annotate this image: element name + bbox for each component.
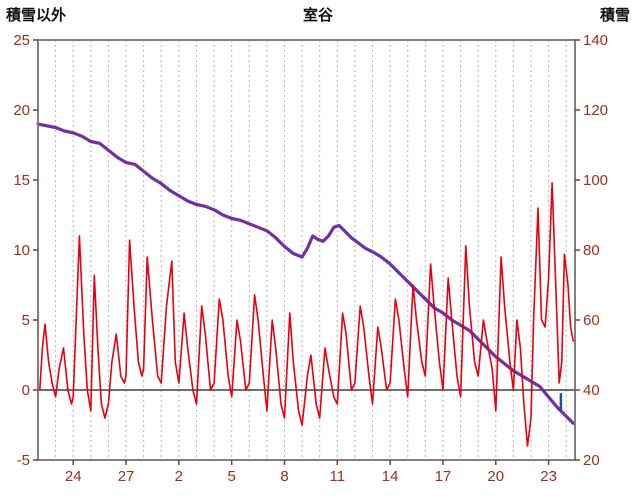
x-tick-label: 11 (330, 468, 346, 485)
left-tick-label: -5 (17, 452, 30, 469)
left-tick-label: 0 (22, 382, 30, 399)
right-tick-label: 120 (583, 102, 608, 119)
left-tick-label: 5 (22, 312, 30, 329)
left-tick-label: 15 (13, 172, 30, 189)
left-axis-title: 積雪以外 (6, 7, 67, 24)
right-tick-label: 60 (583, 312, 600, 329)
x-tick-label: 14 (382, 468, 399, 485)
right-tick-label: 20 (583, 452, 600, 469)
x-tick-label: 2 (175, 468, 183, 485)
left-tick-label: 10 (13, 242, 30, 259)
left-tick-label: 20 (13, 102, 30, 119)
x-tick-label: 5 (228, 468, 236, 485)
right-tick-label: 80 (583, 242, 600, 259)
x-tick-label: 24 (65, 468, 82, 485)
right-tick-label: 40 (583, 382, 600, 399)
chart-title: 室谷 (302, 7, 333, 24)
left-tick-label: 25 (13, 32, 30, 49)
x-tick-label: 8 (280, 468, 288, 485)
x-tick-label: 27 (118, 468, 135, 485)
right-tick-label: 100 (583, 172, 608, 189)
x-tick-label: 23 (540, 468, 557, 485)
x-tick-label: 17 (435, 468, 452, 485)
x-tick-label: 20 (487, 468, 504, 485)
snow-depth-line (36, 122, 575, 425)
temperature-line (38, 182, 575, 447)
right-tick-label: 140 (583, 32, 608, 49)
right-axis-title: 積雪 (599, 7, 630, 24)
